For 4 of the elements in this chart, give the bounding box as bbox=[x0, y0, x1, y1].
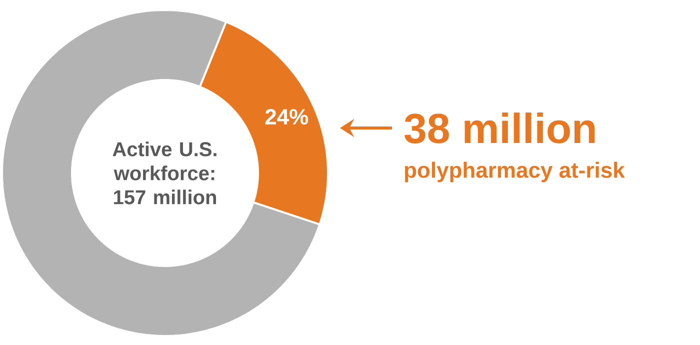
text: Active U.S. workforce: 157 million bbox=[112, 142, 216, 204]
data-label: 24% bbox=[265, 109, 308, 125]
text: 38 million bbox=[404, 112, 595, 144]
text: polypharmacy at-risk bbox=[404, 162, 625, 182]
